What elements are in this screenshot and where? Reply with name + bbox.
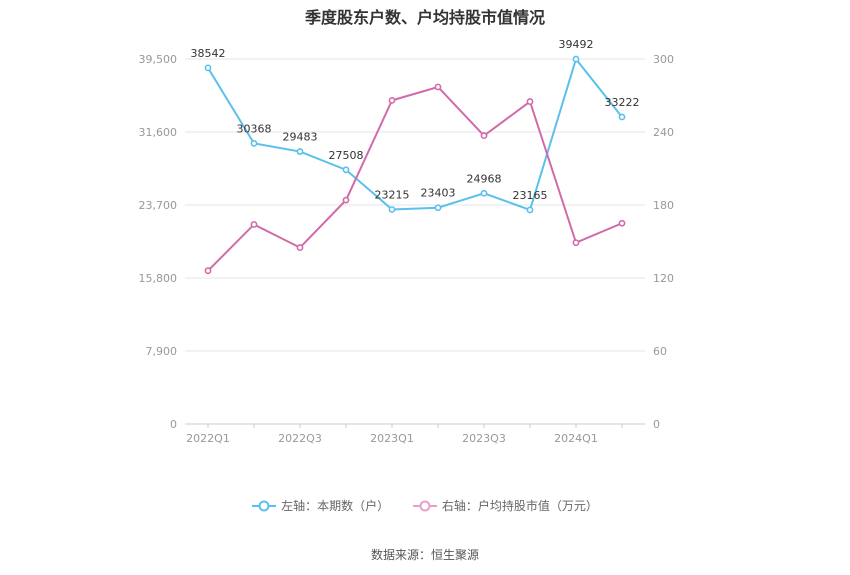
- data-point: [388, 206, 396, 213]
- x-tick-label: 2022Q1: [186, 432, 230, 445]
- x-tick-label: 2023Q1: [370, 432, 414, 445]
- right-tick-label: 60: [653, 345, 667, 358]
- data-point: [296, 148, 304, 155]
- legend-line-icon: [252, 500, 277, 511]
- legend-label-avg-value: 右轴：户均持股市值（万元）: [441, 499, 598, 513]
- data-label: 38542: [191, 47, 226, 60]
- data-point: [618, 113, 626, 121]
- left-tick-label: 15,800: [139, 272, 178, 285]
- series-line-1: [207, 85, 623, 272]
- data-point: [480, 132, 488, 140]
- data-point: [572, 239, 580, 247]
- right-axis-ticks: 0 60 120 180 240 300: [653, 53, 674, 431]
- legend-item-households[interactable]: 左轴：本期数（户）: [252, 497, 389, 514]
- data-point: [342, 196, 350, 204]
- data-point: [250, 221, 258, 228]
- data-point: [388, 96, 396, 104]
- x-tick-label: 2023Q3: [462, 432, 506, 445]
- left-tick-label: 31,600: [139, 126, 178, 139]
- left-tick-label: 0: [170, 418, 177, 431]
- legend-label-households: 左轴：本期数（户）: [281, 499, 390, 513]
- data-label: 23403: [421, 187, 456, 200]
- data-point: [204, 64, 212, 72]
- gridlines: [185, 58, 645, 425]
- chart-title: 季度股东户数、户均持股市值情况: [304, 8, 545, 27]
- x-tick-label: 2022Q3: [278, 432, 322, 445]
- right-tick-label: 120: [653, 272, 674, 285]
- data-point: [480, 189, 488, 197]
- left-tick-label: 39,500: [139, 53, 178, 66]
- left-tick-label: 7,900: [146, 345, 178, 358]
- data-label: 30368: [237, 122, 272, 135]
- data-label: 29483: [283, 131, 318, 144]
- data-point: [572, 55, 580, 63]
- right-tick-label: 240: [653, 126, 674, 139]
- data-point: [526, 206, 534, 214]
- right-tick-label: 180: [653, 199, 674, 212]
- data-source: 数据来源：恒生聚源: [370, 548, 479, 562]
- legend: 左轴：本期数（户） 右轴：户均持股市值（万元）: [0, 497, 850, 515]
- data-point: [296, 244, 304, 251]
- data-point: [618, 219, 626, 227]
- data-point: [204, 267, 212, 275]
- right-tick-label: 0: [653, 418, 660, 431]
- data-point: [434, 204, 442, 212]
- data-point: [250, 139, 258, 147]
- data-point: [526, 98, 534, 105]
- data-label: 27508: [329, 149, 364, 162]
- data-label: 23215: [375, 188, 410, 201]
- data-label: 33222: [605, 96, 640, 109]
- data-point: [434, 83, 442, 91]
- data-label: 39492: [559, 38, 594, 51]
- right-tick-label: 300: [653, 53, 674, 66]
- data-label: 23165: [513, 189, 548, 202]
- left-tick-label: 23,700: [139, 199, 178, 212]
- legend-line-icon: [412, 500, 437, 511]
- left-axis-ticks: 0 7,900 15,800 23,700 31,600 39,500: [139, 53, 178, 431]
- legend-item-avg-value[interactable]: 右轴：户均持股市值（万元）: [412, 497, 598, 514]
- x-tick-label: 2024Q1: [554, 432, 598, 445]
- series-layer: 38542 30368 29483 27508 23215 23403 24968 23165…: [191, 38, 640, 275]
- series-line-0: [207, 56, 623, 212]
- data-point: [342, 166, 350, 174]
- x-axis-ticks: 2022Q1 2022Q3 2023Q1 2023Q3 2024Q1: [186, 424, 623, 445]
- data-label: 24968: [467, 172, 502, 185]
